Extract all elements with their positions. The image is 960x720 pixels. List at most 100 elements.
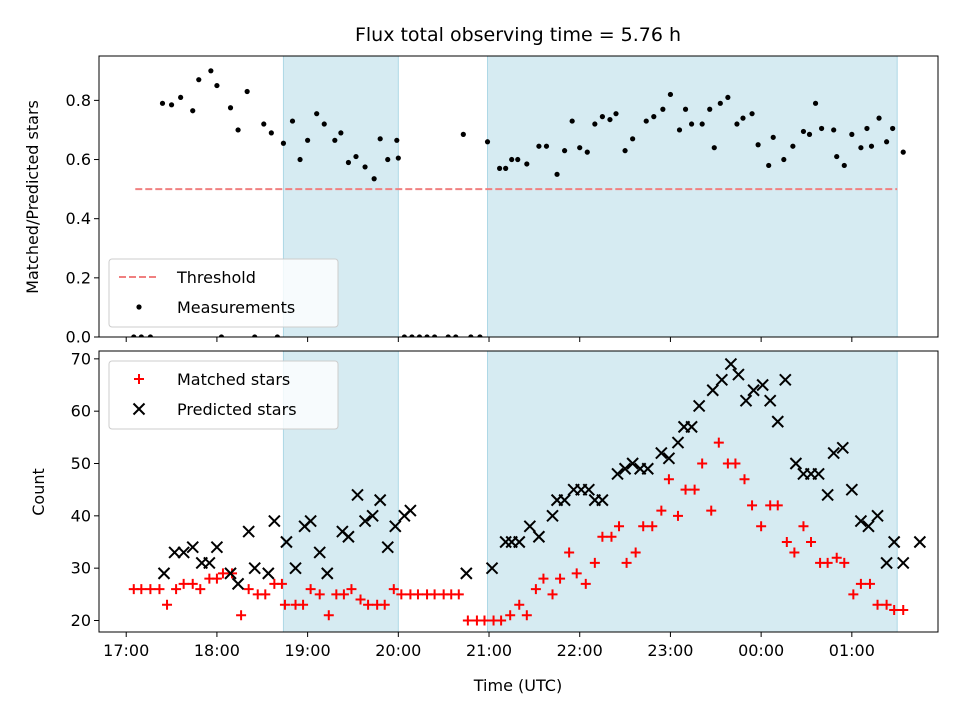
matched-stars-point (697, 458, 708, 469)
bottom-y-tick-label: 30 (71, 559, 91, 578)
matched-stars-point (781, 536, 792, 547)
matched-stars-point (521, 610, 532, 621)
measurements-point (321, 121, 327, 127)
matched-stars-point (260, 589, 271, 600)
predicted-stars-point (715, 373, 729, 386)
matched-stars-point (276, 578, 287, 589)
measurements-point (749, 111, 755, 117)
bottom-y-tick-label: 60 (71, 402, 91, 421)
predicted-stars-point (724, 357, 738, 371)
bottom-y-tick-label: 50 (71, 454, 91, 473)
measurements-point (607, 116, 613, 123)
predicted-stars-point (321, 567, 334, 580)
measurements-point (252, 334, 258, 337)
legend-label-threshold: Threshold (176, 268, 256, 287)
legend-label-measurements: Measurements (177, 298, 295, 317)
predicted-stars-point (887, 535, 901, 549)
bottom-panel: 20 30 40 50 60 70 17:00 18:00 19:00 20:00 21:00 22:… (71, 349, 939, 660)
measurements-point (599, 114, 606, 120)
matched-stars-point (187, 578, 198, 589)
predicted-stars-point (641, 462, 654, 475)
predicted-stars-point (871, 509, 884, 523)
matched-stars-point (514, 599, 525, 610)
matched-stars-point (136, 584, 147, 595)
matched-stars-point (689, 484, 700, 495)
matched-stars-point (672, 510, 683, 521)
predicted-stars-point (280, 535, 293, 549)
predicted-stars-point (523, 520, 537, 533)
predicted-stars-point (626, 457, 639, 470)
predicted-stars-point (582, 483, 596, 496)
matched-stars-point (211, 573, 222, 584)
predicted-stars-point (880, 556, 893, 570)
matched-stars-point (298, 599, 309, 610)
measurements-point (834, 153, 840, 160)
predicted-stars-point (596, 493, 609, 507)
matched-stars-point (789, 547, 800, 558)
measurements-point (453, 334, 459, 337)
matched-stars-point (756, 521, 767, 532)
predicted-stars-point (862, 520, 875, 533)
legend-label-matched-stars: Matched stars (177, 370, 290, 389)
matched-stars-point (145, 584, 156, 595)
predicted-stars-point (739, 394, 753, 407)
matched-stars-point (505, 610, 516, 621)
predicted-stars-point (157, 567, 171, 580)
matched-stars-point (227, 568, 238, 579)
predicted-stars-point (203, 556, 216, 570)
measurements-point (131, 334, 137, 337)
matched-stars-point (236, 610, 247, 621)
measurements-point (416, 334, 423, 337)
chart-title: Flux total observing time = 5.76 h (355, 24, 681, 46)
measurements-point (385, 156, 391, 163)
matched-stars-point (388, 584, 399, 595)
x-tick-label: 17:00 (103, 641, 149, 660)
matched-stars-point (496, 615, 507, 626)
measurements-point (841, 162, 847, 169)
predicted-stars-point (485, 561, 499, 575)
measurements-point (208, 68, 214, 74)
measurements-point (868, 143, 875, 149)
measurements-point (168, 102, 175, 108)
matched-stars-point (630, 547, 641, 558)
measurements-point (409, 334, 415, 337)
matched-stars-point (363, 599, 374, 610)
measurements-point (280, 140, 287, 146)
matched-stars-point (864, 578, 875, 589)
measurements-point (699, 121, 705, 127)
top-y-tick-label: 0.2 (66, 268, 91, 287)
measurements-point (717, 100, 723, 106)
measurements-point (622, 148, 628, 154)
predicted-stars-point (289, 561, 302, 575)
top-panel: 0.0 0.2 0.4 0.6 0.8 Threshold Measurements (66, 55, 939, 347)
measurements-point (178, 94, 184, 101)
bottom-legend: Matched stars Predicted stars (108, 360, 339, 430)
measurements-point (432, 334, 438, 337)
predicted-stars-point (779, 373, 792, 386)
x-tick-label: 01:00 (829, 641, 875, 660)
matched-stars-point (606, 531, 617, 542)
bottom-shaded-span-2 (487, 351, 898, 632)
measurements-point (147, 334, 153, 337)
top-shaded-span-2 (487, 56, 898, 337)
measurements-point (218, 334, 225, 337)
predicted-stars-point (789, 457, 803, 470)
predicted-stars-point (351, 488, 364, 502)
measurements-point (484, 139, 491, 145)
predicted-stars-point (897, 556, 910, 570)
predicted-stars-point (812, 467, 825, 481)
predicted-stars-point (845, 483, 859, 496)
matched-stars-point (881, 599, 892, 610)
matched-stars-point (889, 605, 900, 616)
measurements-point (818, 125, 825, 132)
measurements-point (562, 148, 568, 154)
measurements-point (569, 118, 575, 124)
x-tick-label: 21:00 (466, 641, 512, 660)
predicted-stars-point (913, 535, 927, 549)
measurements-point (371, 176, 377, 182)
predicted-stars-point (404, 504, 417, 517)
predicted-stars-point (558, 493, 571, 507)
predicted-stars-point (821, 488, 834, 502)
matched-stars-point (538, 573, 549, 584)
